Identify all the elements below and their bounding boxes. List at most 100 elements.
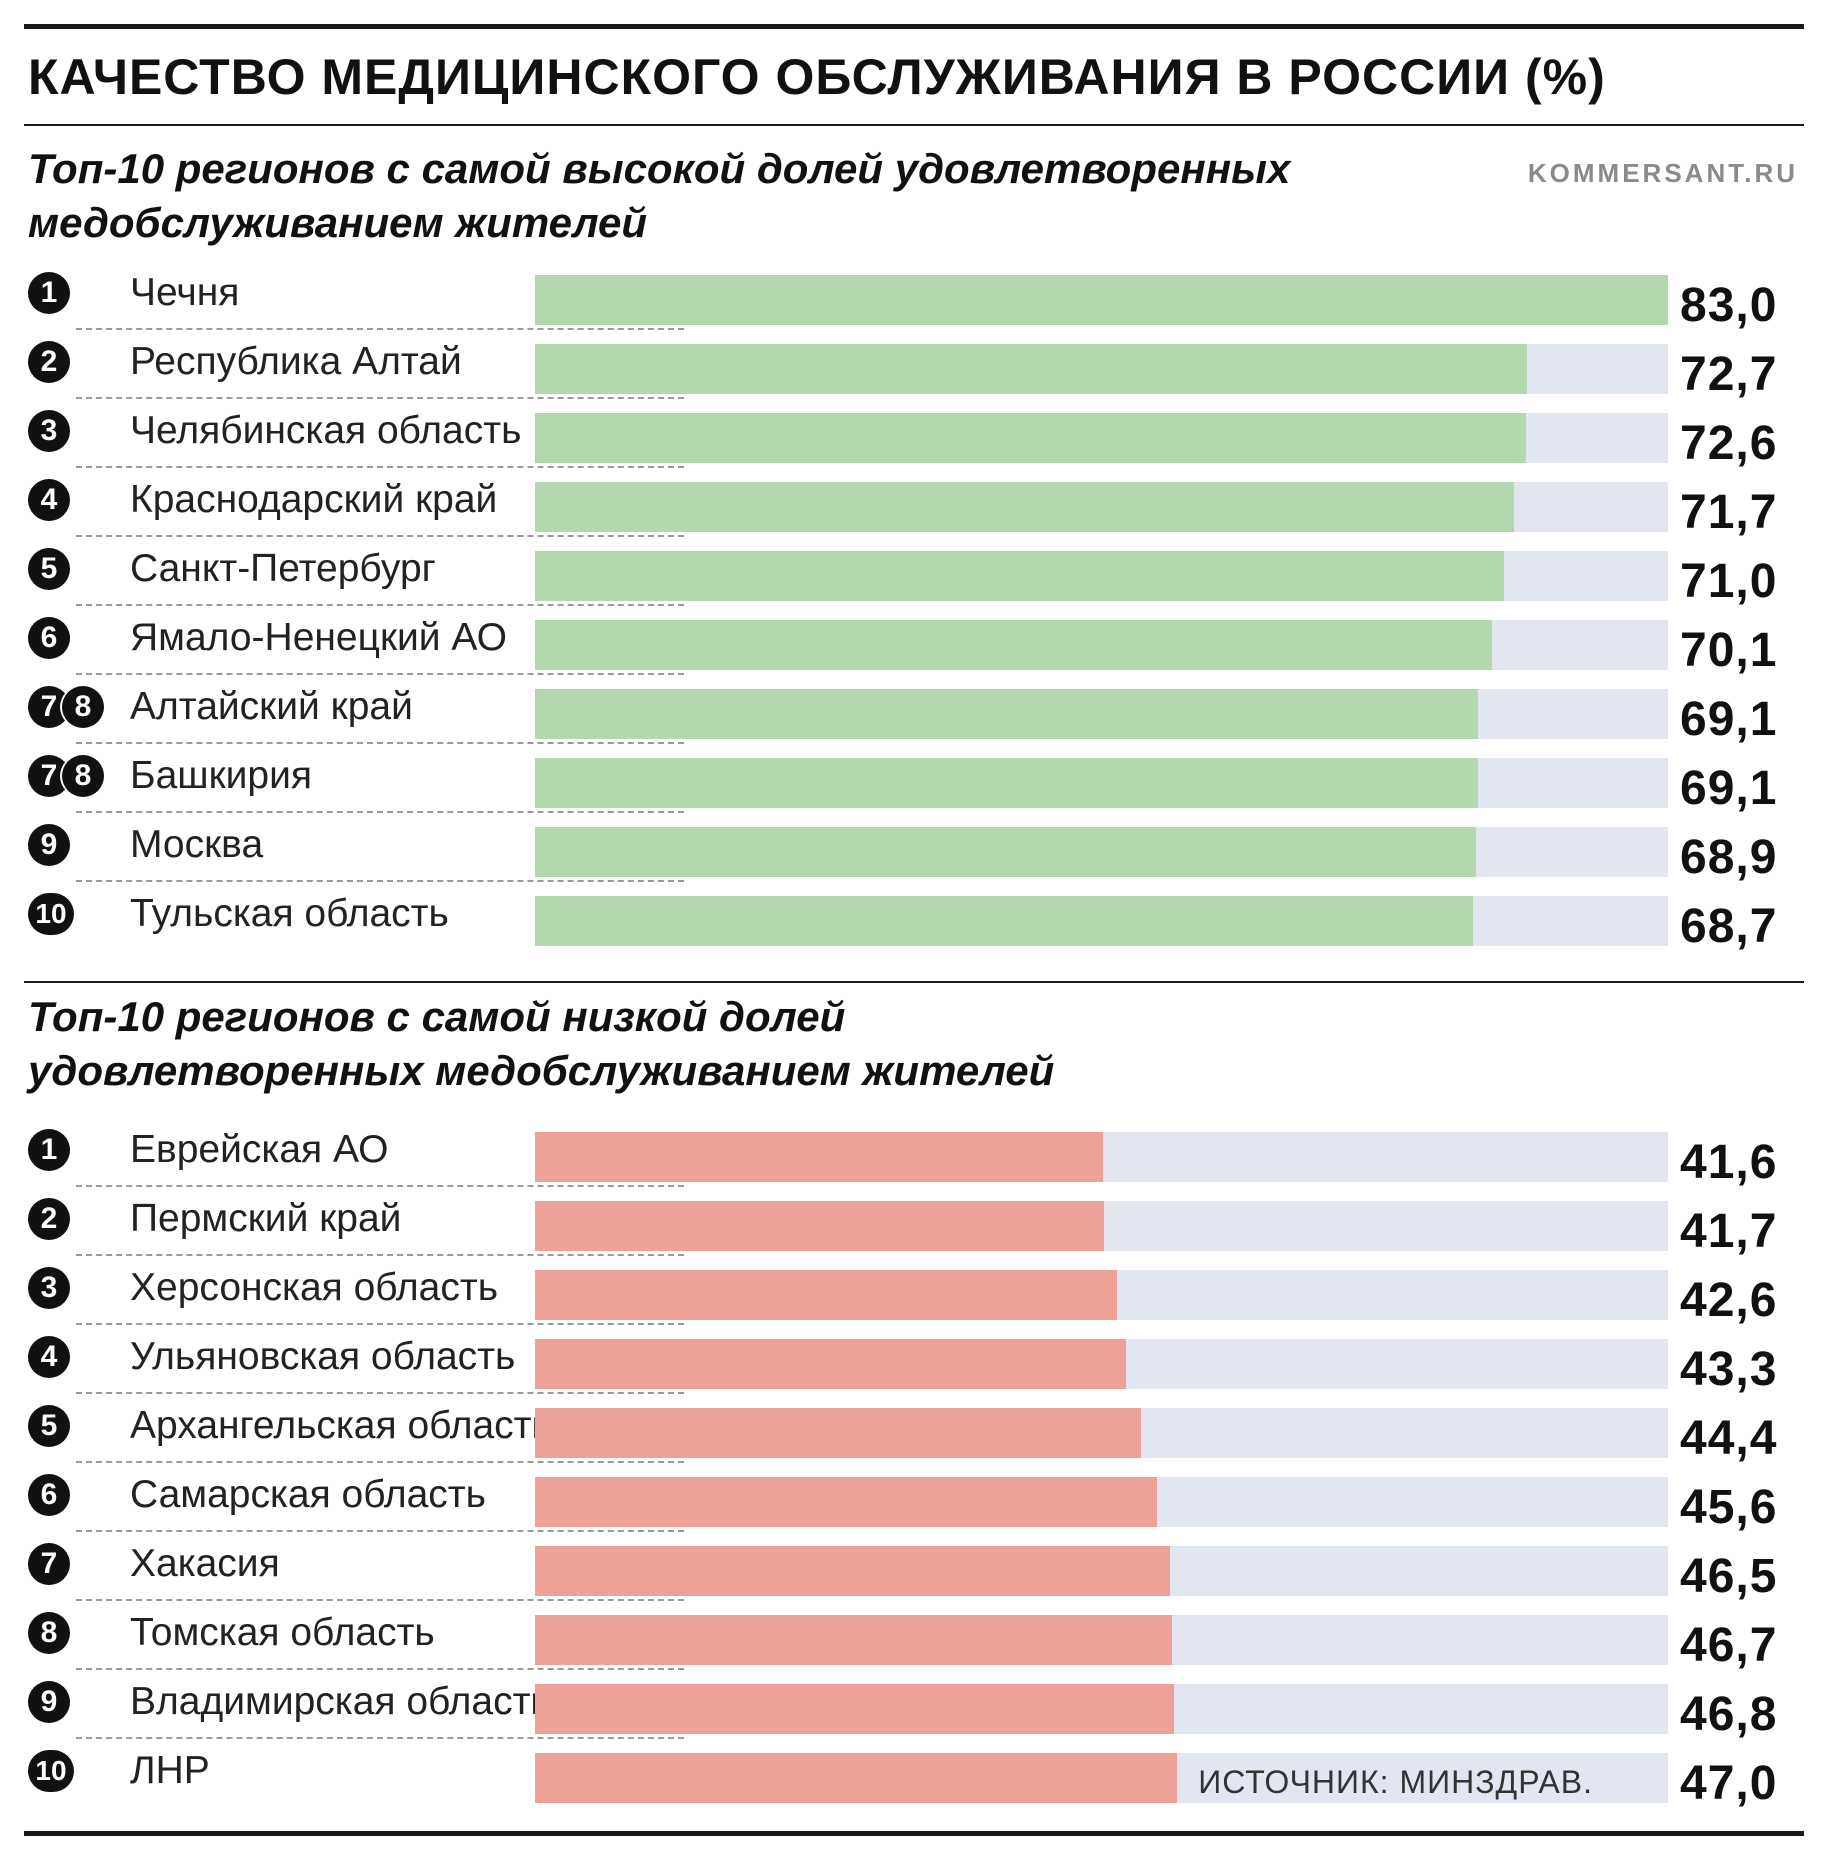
bar-track	[535, 1546, 1668, 1596]
bar-track	[535, 344, 1668, 394]
rank-badge: 6	[28, 1474, 70, 1516]
rank-badge: 4	[28, 479, 70, 521]
row-divider	[76, 397, 684, 399]
value-label: 68,7	[1680, 900, 1778, 953]
rank-badge: 1	[28, 272, 70, 314]
low-row: 7 Хакасия 46,5	[0, 1539, 1828, 1608]
value-label: 41,7	[1680, 1205, 1778, 1258]
high-row: 6 Ямало-Ненецкий АО 70,1	[0, 613, 1828, 682]
bar	[535, 1546, 1170, 1596]
bar	[535, 551, 1504, 601]
rank-number: 6	[28, 617, 70, 659]
high-row: 5 Санкт-Петербург 71,0	[0, 544, 1828, 613]
rank-badge: 10	[28, 893, 74, 935]
region-label: Херсонская область	[130, 1266, 499, 1309]
low-row: 5 Архангельская область 44,4	[0, 1401, 1828, 1470]
bar	[535, 1132, 1103, 1182]
bar-track	[535, 620, 1668, 670]
row-divider	[76, 742, 684, 744]
bar-track	[535, 1615, 1668, 1665]
rank-number: 1	[28, 272, 70, 314]
rank-badge: 10	[28, 1750, 74, 1792]
region-label: ЛНР	[130, 1749, 210, 1792]
rank-badge: 9	[28, 1681, 70, 1723]
low-section-title: Топ-10 регионов с самой низкой долей удо…	[28, 993, 1055, 1094]
bar	[535, 1477, 1157, 1527]
bar-track	[535, 758, 1668, 808]
row-divider	[76, 1392, 684, 1394]
high-row: 1 Чечня 83,0	[0, 268, 1828, 337]
region-label: Владимирская область	[130, 1680, 551, 1723]
high-row: 7 8 Башкирия 69,1	[0, 751, 1828, 820]
region-label: Еврейская АО	[130, 1128, 389, 1171]
row-divider	[76, 811, 684, 813]
bar	[535, 1753, 1177, 1803]
value-label: 83,0	[1680, 279, 1778, 332]
rank-badge: 5	[28, 548, 70, 590]
source-note: ИСТОЧНИК: МИНЗДРАВ.	[1198, 1764, 1593, 1800]
rank-number: 4	[28, 479, 70, 521]
value-label: 41,6	[1680, 1136, 1778, 1189]
rank-number: 8	[28, 1612, 70, 1654]
bar	[535, 827, 1476, 877]
rank-number: 10	[28, 1750, 74, 1792]
bar	[535, 758, 1478, 808]
value-label: 71,0	[1680, 555, 1778, 608]
bar	[535, 413, 1526, 463]
bar	[535, 275, 1668, 325]
region-label: Ульяновская область	[130, 1335, 516, 1378]
title-rule	[24, 124, 1804, 126]
row-divider	[76, 1599, 684, 1601]
rank-badge: 8	[28, 1612, 70, 1654]
rank-badge: 9	[28, 824, 70, 866]
bar	[535, 1339, 1126, 1389]
value-label: 69,1	[1680, 693, 1778, 746]
bar-track	[535, 482, 1668, 532]
rank-number: 1	[28, 1129, 70, 1171]
rank-number: 7	[28, 755, 70, 797]
rank-number: 5	[28, 548, 70, 590]
bar-track	[535, 689, 1668, 739]
bar	[535, 896, 1473, 946]
section-rule	[24, 981, 1804, 983]
row-divider	[76, 604, 684, 606]
high-section-title: Топ-10 регионов с самой высокой долей уд…	[28, 145, 1291, 246]
region-label: Чечня	[130, 271, 240, 314]
rank-number: 7	[28, 1543, 70, 1585]
rank-number: 4	[28, 1336, 70, 1378]
bar-track	[535, 1408, 1668, 1458]
bar-track	[535, 1477, 1668, 1527]
value-label: 71,7	[1680, 486, 1778, 539]
bar	[535, 1684, 1174, 1734]
region-label: Самарская область	[130, 1473, 486, 1516]
value-label: 46,8	[1680, 1688, 1778, 1741]
value-label: 42,6	[1680, 1274, 1778, 1327]
region-label: Санкт-Петербург	[130, 547, 436, 590]
rank-badge: 7	[28, 1543, 70, 1585]
region-label: Краснодарский край	[130, 478, 498, 521]
high-row: 4 Краснодарский край 71,7	[0, 475, 1828, 544]
bar-track	[535, 551, 1668, 601]
region-label: Алтайский край	[130, 685, 413, 728]
rank-number: 6	[28, 1474, 70, 1516]
row-divider	[76, 1185, 684, 1187]
row-divider	[76, 880, 684, 882]
value-label: 47,0	[1680, 1757, 1778, 1810]
bar	[535, 620, 1492, 670]
high-row: 3 Челябинская область 72,6	[0, 406, 1828, 475]
rank-number: 9	[28, 824, 70, 866]
chart-title: КАЧЕСТВО МЕДИЦИНСКОГО ОБСЛУЖИВАНИЯ В РОС…	[28, 49, 1606, 105]
region-label: Москва	[130, 823, 264, 866]
row-divider	[76, 1530, 684, 1532]
bar	[535, 689, 1478, 739]
bar-track	[535, 1201, 1668, 1251]
low-row: 8 Томская область 46,7	[0, 1608, 1828, 1677]
region-label: Башкирия	[130, 754, 313, 797]
value-label: 70,1	[1680, 624, 1778, 677]
rank-badge: 6	[28, 617, 70, 659]
value-label: 68,9	[1680, 831, 1778, 884]
rank-badge: 1	[28, 1129, 70, 1171]
bar-track	[535, 275, 1668, 325]
